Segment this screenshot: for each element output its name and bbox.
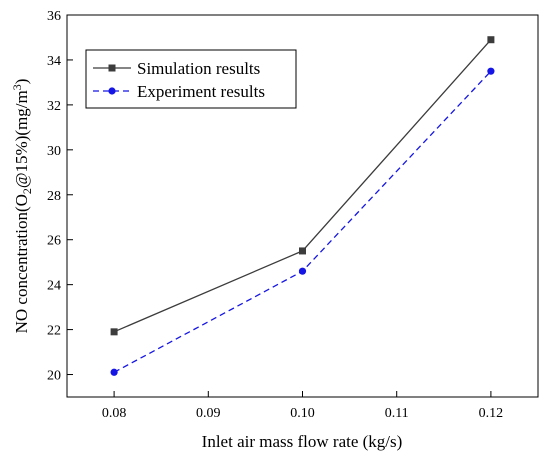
y-axis-title: NO concentration(O2@15%)(mg/m3) <box>10 79 34 334</box>
legend-marker-1 <box>108 64 116 72</box>
data-point-series-1 <box>299 247 306 255</box>
legend-label-2: Experiment results <box>137 82 265 101</box>
legend-label-1: Simulation results <box>137 59 260 78</box>
data-point-series-1 <box>487 36 495 44</box>
data-point-series-1 <box>110 328 118 336</box>
series-layer <box>110 36 495 376</box>
x-tick-label: 0.11 <box>385 406 409 421</box>
y-tick-label: 24 <box>47 279 61 294</box>
y-axis-title-subscript: 2 <box>20 188 34 194</box>
y-tick-label: 30 <box>47 144 61 159</box>
y-axis-title-suffix: ) <box>12 79 31 85</box>
x-tick-label: 0.12 <box>479 406 504 421</box>
legend-items: Simulation results Experiment results <box>93 59 265 101</box>
y-tick-label: 22 <box>47 324 61 339</box>
axis-ticks: 0.08 0.09 0.10 0.11 0.12 20 22 24 26 28 30 32 34 36 <box>47 9 503 421</box>
legend-marker-2 <box>108 87 116 95</box>
x-tick-label: 0.10 <box>290 406 315 421</box>
series-line-2 <box>113 70 492 373</box>
legend-box <box>85 49 297 109</box>
y-tick-label: 36 <box>47 9 61 24</box>
x-axis-title: Inlet air mass flow rate (kg/s) <box>202 432 403 451</box>
y-tick-label: 32 <box>47 99 61 114</box>
data-point-series-2 <box>487 67 495 75</box>
y-axis-title-superscript: 3 <box>10 84 24 90</box>
x-tick-label: 0.08 <box>102 406 127 421</box>
legend: Simulation results Experiment results <box>85 49 297 109</box>
x-tick-label: 0.09 <box>196 406 221 421</box>
y-tick-label: 26 <box>47 234 61 249</box>
data-point-series-2 <box>298 267 307 275</box>
y-axis-title-middle: @15%)(mg/m <box>12 90 31 188</box>
y-tick-label: 34 <box>47 54 61 69</box>
y-tick-label: 28 <box>47 189 61 204</box>
y-axis-title-prefix: NO concentration(O <box>12 194 31 333</box>
data-point-series-2 <box>110 368 118 376</box>
y-tick-label: 20 <box>47 369 61 384</box>
